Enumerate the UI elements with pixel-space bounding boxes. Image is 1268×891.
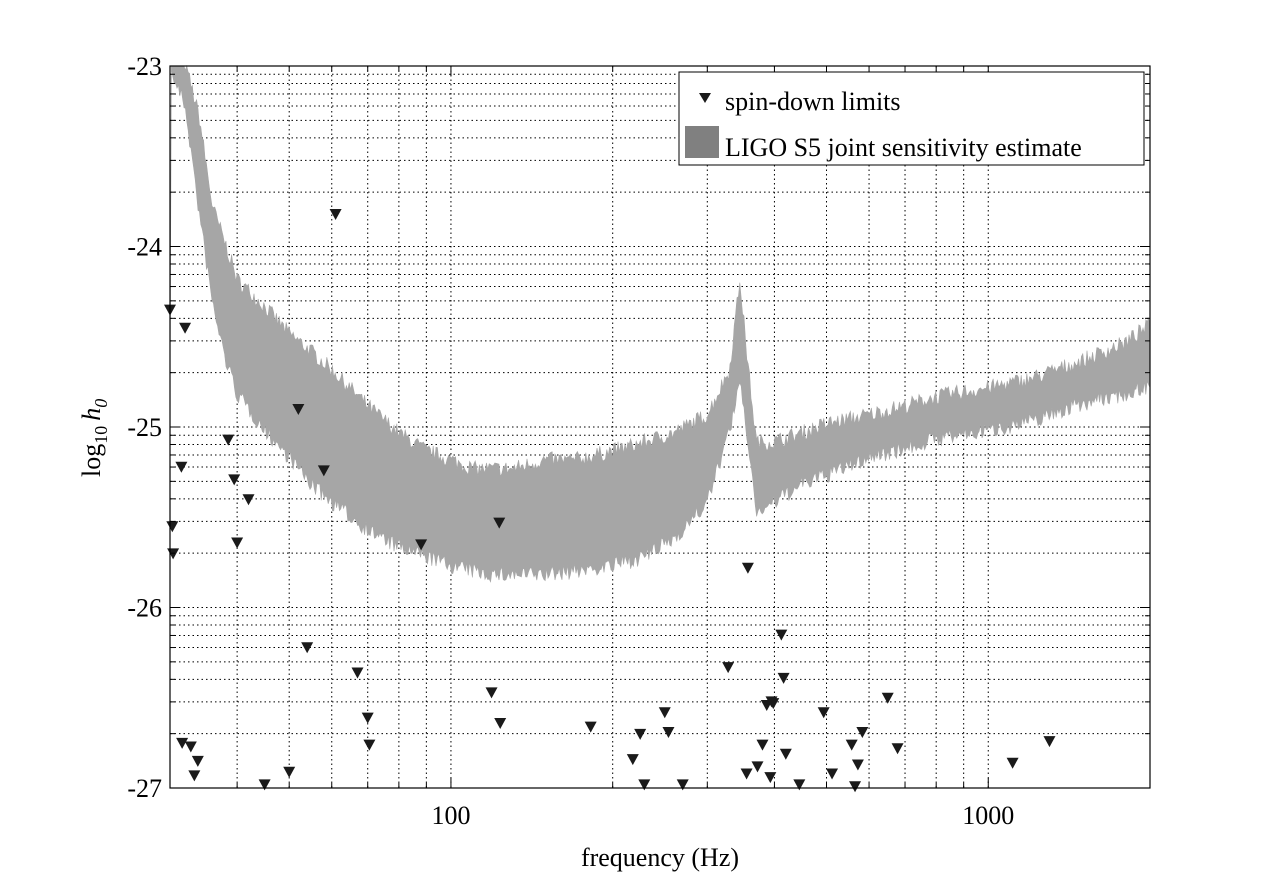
spin-down-limit-marker <box>891 743 904 755</box>
y-tick-label: -23 <box>127 52 162 81</box>
legend-label-spin-down: spin-down limits <box>725 87 901 116</box>
x-axis-label: frequency (Hz) <box>581 843 739 872</box>
spin-down-limit-marker <box>634 728 647 740</box>
spin-down-limit-marker <box>584 721 597 733</box>
spin-down-limit-marker <box>363 739 376 751</box>
y-tick-label: -27 <box>127 774 162 803</box>
spin-down-limit-marker <box>751 761 764 773</box>
spin-down-limit-marker <box>292 403 305 415</box>
spin-down-limit-marker <box>775 629 788 641</box>
spin-down-limit-marker <box>845 739 858 751</box>
spin-down-limit-marker <box>722 662 735 674</box>
legend-patch-sensitivity <box>685 126 719 158</box>
spin-down-limit-marker <box>1043 736 1056 748</box>
spin-down-limit-marker <box>415 539 428 551</box>
y-axis-label-var-sub: 0 <box>91 399 111 408</box>
spin-down-limit-marker <box>329 209 342 221</box>
y-axis-label: log10 h0 <box>77 399 111 477</box>
spin-down-limit-marker <box>662 727 675 739</box>
spin-down-limit-marker <box>258 779 271 791</box>
spin-down-limit-marker <box>881 692 894 704</box>
spin-down-limit-marker <box>222 434 235 446</box>
spin-down-limit-marker <box>361 712 374 724</box>
legend-label-sensitivity: LIGO S5 joint sensitivity estimate <box>725 133 1082 162</box>
spin-down-limit-marker <box>767 698 780 710</box>
spin-down-limit-marker <box>1006 757 1019 769</box>
spin-down-limit-marker <box>494 718 507 730</box>
spin-down-limit-marker <box>764 772 777 784</box>
y-axis-label-main: log <box>77 444 106 477</box>
y-tick-label: -25 <box>127 413 162 442</box>
spin-down-limit-marker <box>849 781 862 793</box>
spin-down-limit-marker <box>851 759 864 771</box>
legend-box <box>678 71 1145 166</box>
y-axis-label-var: h <box>77 408 106 421</box>
spin-down-limit-marker <box>638 779 651 791</box>
spin-down-limit-marker <box>777 672 790 684</box>
spin-down-limit-marker <box>351 667 364 679</box>
spin-down-limit-marker <box>741 562 754 574</box>
spin-down-limit-marker <box>184 741 197 753</box>
spin-down-limit-marker <box>166 521 179 533</box>
y-tick-label: -24 <box>127 233 162 262</box>
spin-down-limit-marker <box>826 768 839 780</box>
legend-marker-triangle <box>699 93 711 103</box>
spin-down-limit-marker <box>176 737 189 749</box>
spin-down-limit-marker <box>817 707 830 719</box>
ticks: 100 1000 -23 -24 -25 -26 -27 <box>127 52 1151 830</box>
x-tick-label: 1000 <box>962 801 1014 830</box>
spin-down-limit-marker <box>175 461 188 473</box>
spin-down-limit-marker <box>793 779 806 791</box>
spin-down-limit-marker <box>676 779 689 791</box>
spin-down-limit-marker <box>188 770 201 782</box>
spin-down-limit-marker <box>740 768 753 780</box>
spin-down-limit-marker <box>658 707 671 719</box>
spin-down-limit-marker <box>301 642 314 654</box>
spin-down-limit-marker <box>779 748 792 760</box>
spin-down-limit-marker <box>283 766 296 778</box>
spin-down-limit-marker <box>626 754 639 766</box>
spin-down-limit-marker <box>179 322 192 334</box>
spin-down-limit-marker <box>231 537 244 549</box>
spin-down-limit-marker <box>242 494 255 506</box>
spin-down-limit-marker <box>191 755 204 767</box>
spin-down-limit-marker <box>856 727 869 739</box>
legend: spin-down limits LIGO S5 joint sensitivi… <box>678 71 1145 166</box>
spin-down-limit-marker <box>317 465 330 477</box>
spin-down-limit-marker <box>228 474 241 486</box>
spin-down-limit-marker <box>485 687 498 699</box>
x-tick-label: 100 <box>431 801 470 830</box>
spin-down-limit-marker <box>756 739 769 751</box>
y-axis-label-sub: 10 <box>91 426 111 444</box>
y-tick-label: -26 <box>127 594 162 623</box>
spin-down-limit-marker <box>493 517 506 529</box>
